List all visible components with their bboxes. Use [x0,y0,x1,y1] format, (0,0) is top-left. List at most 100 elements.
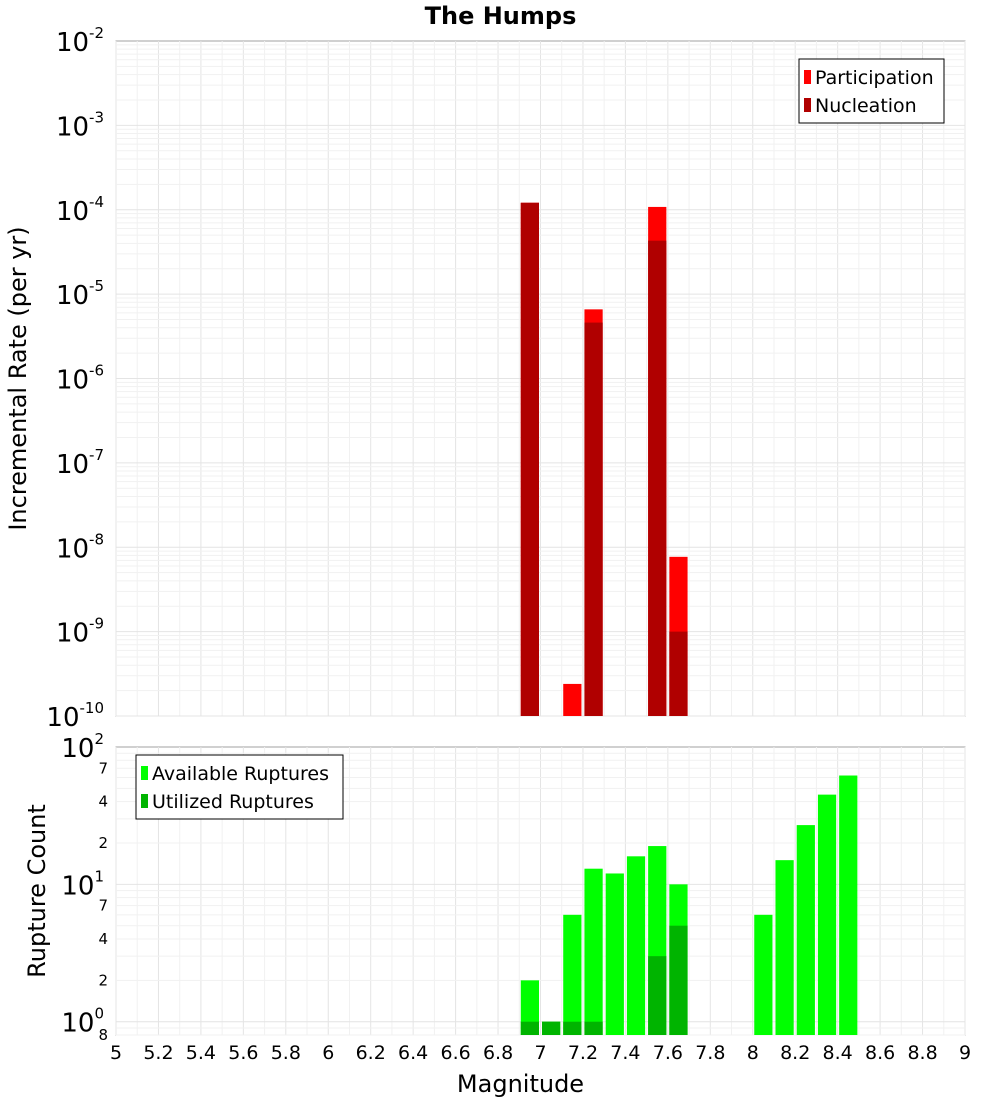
legend-frame [798,58,945,124]
bottom-y-tick-exponent: 1 [94,867,104,885]
x-tick-label: 5 [110,1042,122,1064]
legend-swatch-participation [804,70,811,84]
bottom-bar-utilized-ruptures [542,1021,561,1035]
bottom-y-minor-tick-label: 4 [98,793,108,811]
top-y-tick-base: 10 [56,112,89,142]
top-y-tick-exponent: -8 [89,530,104,548]
x-tick-label: 8.2 [780,1042,810,1064]
bottom-bars [520,775,858,1035]
top-y-tick-exponent: -7 [89,446,104,464]
x-tick-label: 7.8 [695,1042,725,1064]
top-y-tick-label: 10-2 [56,24,104,58]
legend-label-available-ruptures: Available Ruptures [152,763,329,785]
top-legend: Participation Nucleation [798,58,945,124]
top-bar-nucleation [584,322,603,716]
x-tick-label: 9 [959,1042,971,1064]
x-tick-label: 6.2 [356,1042,386,1064]
legend-label-nucleation: Nucleation [815,95,917,117]
chart-title: The Humps [425,2,577,30]
top-y-tick-label: 10-6 [56,362,104,396]
top-y-tick-exponent: -5 [89,277,104,295]
bottom-bar-utilized-ruptures [584,1021,603,1035]
x-tick-label: 8.8 [907,1042,937,1064]
x-axis-label: Magnitude [457,1070,584,1098]
bottom-bar-available-ruptures [817,794,837,1035]
top-bar-nucleation [669,631,688,716]
bottom-y-tick-exponent: 2 [94,730,104,748]
bottom-bar-available-ruptures [796,825,815,1035]
bottom-bar-available-ruptures [626,856,646,1035]
bottom-y-tick-base: 10 [61,1009,94,1039]
top-y-tick-label: 10-7 [56,446,104,480]
top-y-tick-label: 10-9 [56,615,104,649]
top-y-tick-base: 10 [56,197,89,227]
top-y-tick-exponent: -3 [89,108,104,126]
top-y-tick-label: 10-10 [46,699,104,733]
x-tick-label: 7.2 [568,1042,598,1064]
bottom-bar-available-ruptures [839,775,858,1035]
legend-swatch-utilized-ruptures [141,794,148,808]
legend-frame [135,754,344,820]
x-tick-label: 8.6 [865,1042,895,1064]
legend-label-utilized-ruptures: Utilized Ruptures [152,791,314,813]
bottom-y-tick-base: 10 [61,871,94,901]
top-y-tick-exponent: -2 [89,24,104,42]
bottom-y-tick-base: 10 [61,734,94,764]
x-tick-label: 8 [747,1042,759,1064]
bottom-y-minor-tick-label: 7 [98,759,108,777]
bottom-y-minor-tick-label: 4 [98,930,108,948]
top-y-tick-label: 10-5 [56,277,104,311]
x-tick-label: 5.4 [186,1042,216,1064]
bottom-y-minor-tick-label: 7 [98,897,108,915]
legend-swatch-nucleation [804,98,811,112]
bottom-bar-available-ruptures [563,914,582,1035]
top-y-tick-exponent: -9 [89,615,104,633]
x-tick-label: 5.6 [228,1042,258,1064]
top-y-tick-label: 10-4 [56,193,104,227]
bottom-y-axis-label: Rupture Count [23,804,51,978]
top-y-tick-exponent: -4 [89,193,104,211]
top-y-tick-exponent: -6 [89,362,104,380]
top-y-tick-base: 10 [56,281,89,311]
x-tick-label: 7 [534,1042,546,1064]
top-y-tick-base: 10 [46,703,79,733]
top-y-tick-base: 10 [56,534,89,564]
bottom-y-minor-tick-label: 2 [98,834,108,852]
top-bar-nucleation [648,240,667,717]
x-tick-label: 8.4 [823,1042,853,1064]
top-y-ticks: 10-210-310-410-510-610-710-810-910-10 [46,24,104,733]
bottom-y-minor-tick-label: 8 [98,1026,108,1044]
bottom-bar-utilized-ruptures [669,925,688,1035]
bottom-legend: Available Ruptures Utilized Ruptures [135,754,344,820]
top-y-tick-label: 10-8 [56,530,104,564]
top-y-tick-base: 10 [56,366,89,396]
bottom-bar-available-ruptures [775,860,794,1035]
top-y-tick-base: 10 [56,28,89,58]
bottom-bar-utilized-ruptures [648,956,667,1035]
top-grid [115,41,966,717]
x-tick-label: 7.4 [610,1042,640,1064]
bottom-y-tick-label: 101 [61,867,104,901]
top-bar-nucleation [520,202,539,716]
legend-swatch-available-ruptures [141,766,148,780]
bottom-bar-available-ruptures [605,873,624,1035]
x-ticks: 5 5.2 5.4 5.6 5.8 6 6.2 6.4 6.6 6.8 7 7.2 7.4 7.6 7.8 8… [110,1042,971,1064]
top-bars [520,202,688,717]
top-y-tick-base: 10 [56,619,89,649]
top-y-axis-label: Incremental Rate (per yr) [4,226,32,530]
bottom-bar-utilized-ruptures [563,1021,582,1035]
bottom-bar-available-ruptures [584,868,603,1035]
bottom-y-tick-exponent: 0 [94,1005,104,1023]
top-y-tick-label: 10-3 [56,108,104,142]
bottom-y-tick-label: 100 [61,1005,104,1039]
bottom-bar-available-ruptures [520,980,539,1035]
top-y-tick-exponent: -10 [80,699,105,717]
bottom-y-minor-tick-label: 2 [98,971,108,989]
x-tick-label: 6.8 [483,1042,513,1064]
x-tick-label: 6.4 [398,1042,428,1064]
x-tick-label: 5.8 [271,1042,301,1064]
